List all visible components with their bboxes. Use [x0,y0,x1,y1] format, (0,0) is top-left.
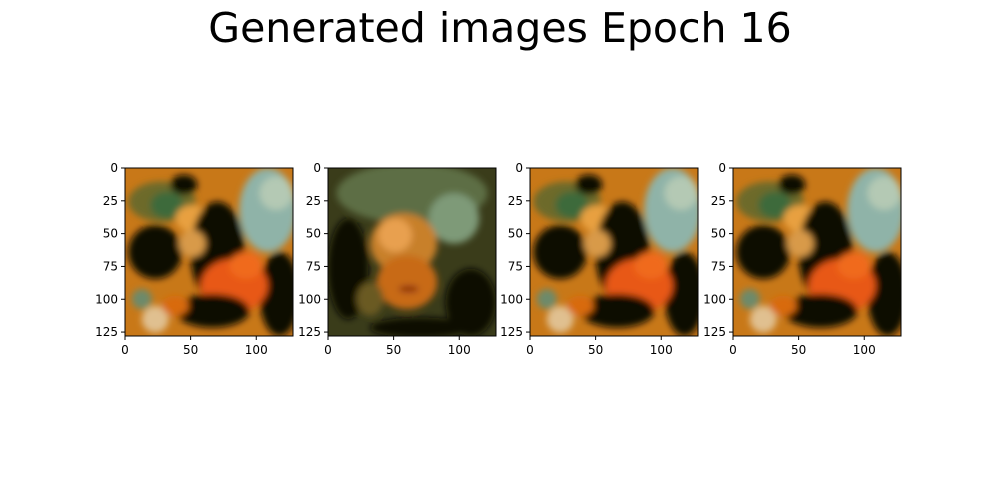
x-tick-label: 100 [245,343,268,357]
y-tick-label: 125 [95,325,118,339]
x-tick-label: 100 [650,343,673,357]
axes-frame [124,167,294,337]
y-tick-label: 100 [703,292,726,306]
y-tick-label: 75 [711,259,726,273]
image-panel: 0 50 100 0 25 50 75 100 125 [703,161,902,357]
y-tick-label: 25 [508,194,523,208]
y-tick-label: 50 [508,227,523,241]
image-panel: 0 50 100 0 25 50 75 100 125 [298,161,497,357]
y-tick-label: 50 [103,227,118,241]
image-panel: 0 50 100 0 25 50 75 100 125 [500,161,699,357]
y-tick-label: 125 [298,325,321,339]
axes-frame [327,167,497,337]
axes-frame [529,167,699,337]
generated-image [125,168,293,336]
x-tick-label: 0 [324,343,332,357]
generated-image [328,168,496,336]
y-tick-label: 100 [95,292,118,306]
y-tick-label: 125 [703,325,726,339]
y-tick-label: 50 [711,227,726,241]
y-tick-label: 0 [110,161,118,175]
x-tick-label: 0 [526,343,534,357]
y-tick-label: 50 [306,227,321,241]
y-tick-label: 100 [500,292,523,306]
y-tick-label: 75 [306,259,321,273]
y-tick-label: 0 [515,161,523,175]
y-tick-label: 0 [718,161,726,175]
image-panel: 0 50 100 0 25 50 75 100 125 [95,161,294,357]
x-tick-label: 50 [183,343,198,357]
y-tick-label: 75 [103,259,118,273]
y-tick-label: 25 [103,194,118,208]
x-tick-label: 0 [729,343,737,357]
y-tick-label: 100 [298,292,321,306]
generated-image [530,168,698,336]
x-tick-label: 100 [448,343,471,357]
generated-image [733,168,901,336]
y-tick-label: 25 [306,194,321,208]
x-tick-label: 50 [791,343,806,357]
y-tick-label: 25 [711,194,726,208]
figure-title: Generated images Epoch 16 [208,4,792,52]
axes-frame [732,167,902,337]
x-tick-label: 100 [853,343,876,357]
y-tick-label: 0 [313,161,321,175]
x-tick-label: 50 [588,343,603,357]
y-tick-label: 125 [500,325,523,339]
x-tick-label: 50 [386,343,401,357]
y-tick-label: 75 [508,259,523,273]
x-tick-label: 0 [121,343,129,357]
